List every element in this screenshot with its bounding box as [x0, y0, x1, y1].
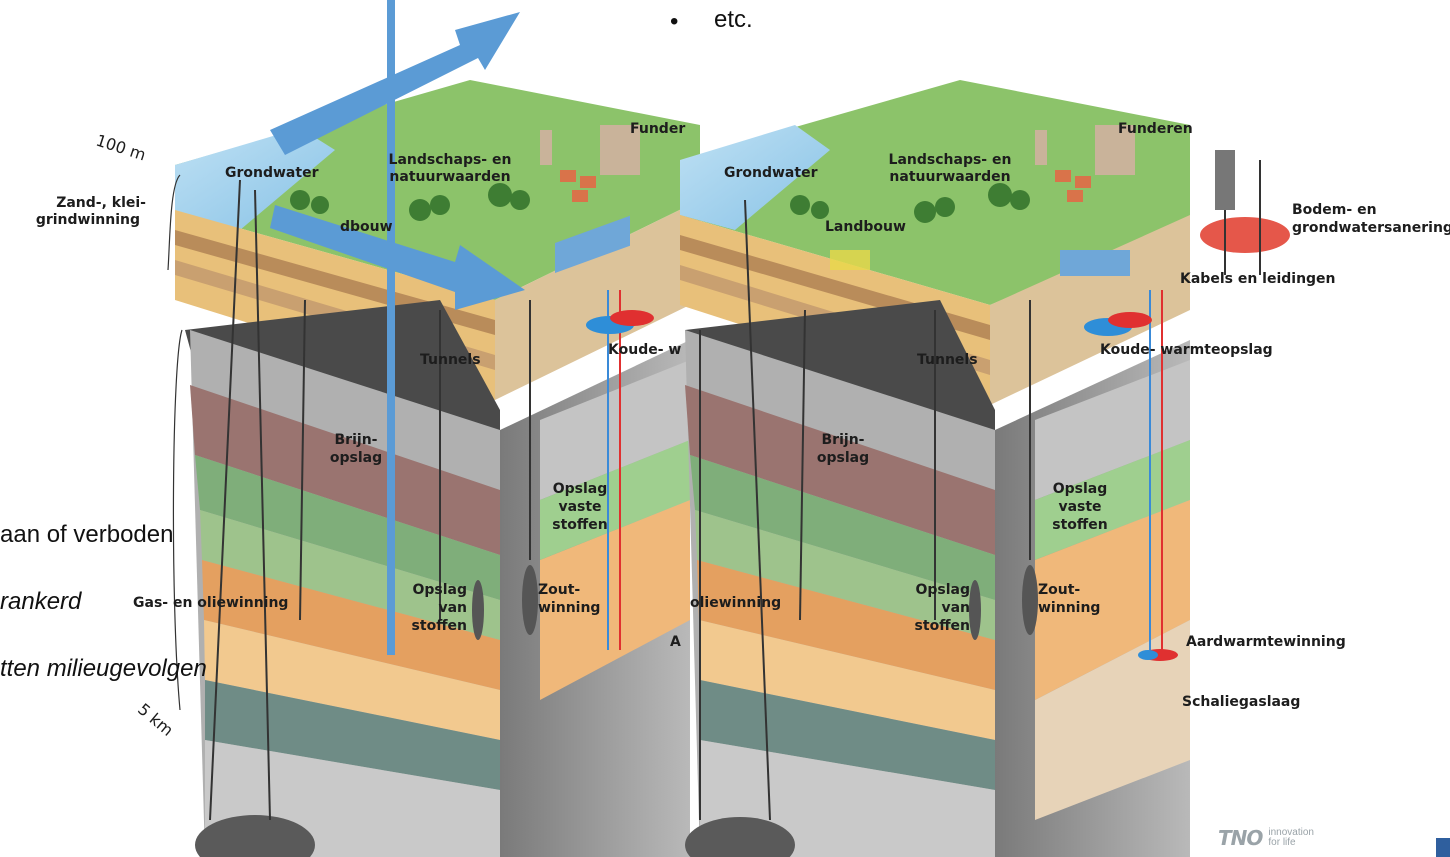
label-gas-oliewinning-left: Gas- en oliewinning [133, 595, 289, 611]
label-brijn-right-2: opslag [816, 450, 870, 466]
tno-tagline-1: innovation [1268, 827, 1314, 838]
label-opslag-vaste-left-1: Opslag [552, 481, 608, 497]
label-landschaps-left-1: Landschaps- en [388, 152, 512, 168]
label-opslag-van-right-1: Opslag [915, 582, 970, 598]
label-opslag-van-right-3: stoffen [914, 618, 970, 634]
label-landschaps-right-1: Landschaps- en [888, 152, 1012, 168]
tno-logo-mark: TNO [1218, 826, 1263, 850]
label-grindwinning: grindwinning [35, 212, 140, 228]
label-zout-left-1: Zout- [538, 582, 581, 598]
label-landbouw-right: Landbouw [825, 219, 906, 235]
label-landschaps-left-2: natuurwaarden [389, 169, 511, 185]
label-opslag-van-left-2: van [438, 600, 467, 616]
label-bodem-1: Bodem- en [1292, 202, 1377, 218]
label-grondwater-right: Grondwater [724, 165, 818, 181]
left-block-diagram [175, 80, 700, 857]
label-zout-left-2: winning [538, 600, 601, 616]
upper-diagonal-arrow [270, 12, 520, 155]
label-schaliegaslaag: Schaliegaslaag [1182, 694, 1301, 710]
label-kabels: Kabels en leidingen [1180, 271, 1336, 287]
label-opslag-van-left-1: Opslag [412, 582, 467, 598]
corner-accent [1436, 838, 1450, 857]
label-opslag-van-left-3: stoffen [411, 618, 467, 634]
label-brijn-right-1: Brijn- [821, 432, 865, 448]
label-opslag-vaste-right-3: stoffen [1052, 517, 1108, 533]
label-brijn-left-2: opslag [329, 450, 383, 466]
label-opslag-vaste-left-2: vaste [558, 499, 602, 515]
tno-tagline-2: for life [1268, 837, 1296, 848]
vertical-arrow-shaft [387, 0, 395, 655]
label-zout-right-2: winning [1038, 600, 1101, 616]
label-opslag-vaste-right-2: vaste [1058, 499, 1102, 515]
slide-line-2: rankerd [0, 588, 82, 615]
label-zand: Zand-, klei- [56, 195, 146, 211]
bullet-etc: etc. [714, 6, 753, 33]
label-brijn-left-1: Brijn- [334, 432, 378, 448]
label-landschaps-right-2: natuurwaarden [889, 169, 1011, 185]
right-block-diagram [680, 80, 1290, 857]
annotation-arrows [270, 0, 525, 655]
label-tunnels-right: Tunnels [917, 352, 978, 368]
lower-diagonal-arrow [270, 205, 525, 310]
label-bodem-2: grondwatersanering [1292, 220, 1450, 236]
label-opslag-vaste-right-1: Opslag [1052, 481, 1108, 497]
label-koude-left: Koude- w [608, 342, 682, 358]
slide-line-3: tten milieugevolgen [0, 655, 207, 682]
label-zout-right-1: Zout- [1038, 582, 1081, 598]
label-tunnels-left: Tunnels [420, 352, 481, 368]
label-opslag-van-right-2: van [941, 600, 970, 616]
label-aardwarmtewinning: Aardwarmtewinning [1186, 634, 1346, 650]
label-koude-right: Koude- warmteopslag [1100, 342, 1273, 358]
label-funderen-right: Funderen [1118, 121, 1193, 137]
slide-line-1: aan of verboden [0, 521, 174, 548]
tno-logo: TNO innovation for life [1218, 826, 1314, 850]
tno-logo-tagline: innovation for life [1268, 828, 1314, 848]
label-grondwater-left: Grondwater [225, 165, 319, 181]
label-oliewinning-right: oliewinning [690, 595, 782, 611]
label-aard-left: A [670, 634, 681, 650]
label-landbouw-left: dbouw [340, 219, 393, 235]
bullet-marker: • [670, 8, 679, 35]
label-funderen-left: Funder [630, 121, 686, 137]
label-opslag-vaste-left-3: stoffen [552, 517, 608, 533]
